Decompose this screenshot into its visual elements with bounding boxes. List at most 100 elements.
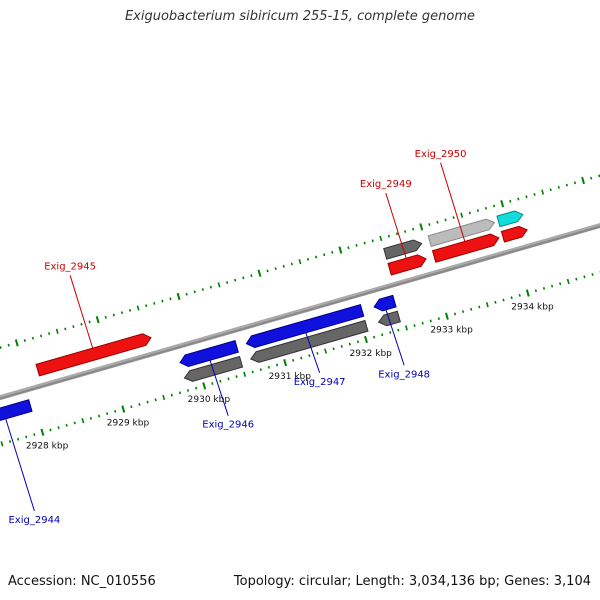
outer-tick bbox=[225, 281, 229, 284]
inner-tick bbox=[494, 300, 497, 304]
outer-tick bbox=[379, 235, 383, 242]
gene-arrow-exig-2946 bbox=[179, 339, 239, 367]
gene-label-exig-2945: Exig_2945 bbox=[44, 261, 96, 272]
feature-gray-3 bbox=[383, 239, 423, 260]
outer-tick bbox=[387, 234, 391, 238]
leader-line bbox=[305, 332, 321, 374]
inner-tick bbox=[421, 321, 424, 325]
inner-tick bbox=[348, 342, 351, 346]
inner-tick bbox=[130, 405, 133, 409]
inner-tick bbox=[0, 441, 4, 447]
map-title: Exiguobacterium sibiricum 255-15, comple… bbox=[124, 9, 476, 24]
outer-tick bbox=[525, 195, 528, 199]
inner-tick bbox=[542, 287, 546, 290]
outer-tick bbox=[266, 269, 269, 273]
outer-tick bbox=[395, 232, 399, 236]
outer-tick bbox=[201, 288, 204, 291]
outer-tick bbox=[598, 174, 600, 178]
outer-tick bbox=[185, 292, 188, 296]
outer-tick bbox=[0, 346, 2, 349]
inner-tick bbox=[235, 375, 238, 379]
outer-tick bbox=[217, 282, 221, 288]
inner-tick bbox=[356, 340, 360, 344]
inner-tick bbox=[162, 394, 166, 401]
inner-tick bbox=[267, 365, 271, 369]
kbp-label: 2929 kbp bbox=[107, 418, 150, 428]
outer-tick bbox=[234, 278, 237, 282]
feature-gray-0 bbox=[183, 355, 244, 382]
outer-tick bbox=[428, 223, 431, 226]
inner-tick bbox=[510, 296, 513, 300]
outer-tick bbox=[476, 209, 480, 213]
inner-tick bbox=[300, 356, 303, 360]
inner-tick bbox=[332, 347, 335, 351]
leader-line bbox=[209, 360, 229, 416]
inner-tick bbox=[534, 289, 538, 293]
outer-tick bbox=[48, 332, 51, 336]
inner-tick bbox=[275, 363, 279, 367]
inner-tick bbox=[364, 335, 368, 344]
inner-tick bbox=[525, 289, 530, 297]
outer-tick bbox=[363, 241, 366, 245]
inner-tick bbox=[81, 418, 85, 424]
outer-tick bbox=[104, 315, 107, 319]
gene-labels: Exig_2944 Exig_2945 Exig_2946 Exig_2947 Exig… bbox=[5, 149, 467, 526]
tick-marks bbox=[0, 174, 600, 447]
inner-tick bbox=[470, 307, 473, 311]
outer-tick bbox=[500, 200, 505, 208]
gene-arrow-exig-2948 bbox=[373, 294, 397, 312]
inner-tick bbox=[251, 370, 254, 374]
inner-tick bbox=[25, 435, 28, 439]
outer-tick bbox=[64, 327, 67, 331]
feature-gray-2 bbox=[377, 310, 401, 327]
inner-tick bbox=[340, 345, 343, 348]
inner-tick bbox=[195, 386, 198, 390]
inner-tick bbox=[316, 351, 319, 355]
inner-tick bbox=[566, 278, 570, 285]
kbp-label: 2931 kbp bbox=[269, 372, 312, 382]
outer-tick bbox=[436, 220, 439, 224]
outer-tick bbox=[136, 305, 140, 311]
outer-tick bbox=[169, 297, 172, 301]
outer-tick bbox=[419, 223, 424, 231]
kbp-label: 2933 kbp bbox=[430, 326, 473, 336]
inner-tick bbox=[559, 282, 562, 286]
gene-arrow-exig-2944 bbox=[0, 399, 33, 422]
feature-tracks bbox=[183, 210, 528, 382]
gene-label-exig-2950: Exig_2950 bbox=[415, 149, 467, 160]
feature-gray-1 bbox=[250, 319, 369, 363]
outer-tick bbox=[314, 255, 318, 259]
inner-tick bbox=[114, 409, 117, 413]
inner-tick bbox=[453, 312, 457, 316]
outer-tick bbox=[209, 285, 213, 289]
inner-tick bbox=[138, 402, 141, 406]
gene-label-exig-2949: Exig_2949 bbox=[360, 179, 412, 190]
outer-tick bbox=[412, 227, 415, 231]
outer-tick bbox=[444, 218, 447, 222]
inner-tick bbox=[211, 382, 214, 385]
outer-tick bbox=[176, 292, 181, 301]
inner-tick bbox=[243, 371, 247, 377]
outer-tick bbox=[14, 339, 19, 347]
outer-tick bbox=[565, 183, 569, 187]
inner-tick bbox=[550, 284, 554, 288]
inner-tick bbox=[178, 391, 182, 395]
leader-line bbox=[69, 275, 94, 349]
outer-tick bbox=[590, 176, 593, 180]
inner-tick bbox=[65, 423, 68, 427]
outer-tick bbox=[484, 206, 488, 210]
outer-tick bbox=[355, 244, 358, 247]
outer-tick bbox=[347, 246, 350, 250]
outer-tick bbox=[323, 253, 326, 257]
outer-tick bbox=[193, 290, 196, 294]
outer-tick bbox=[112, 313, 115, 317]
outer-tick bbox=[80, 322, 83, 326]
inner-tick bbox=[324, 348, 328, 354]
outer-tick bbox=[517, 197, 520, 201]
inner-tick bbox=[397, 328, 400, 332]
inner-tick bbox=[381, 333, 384, 337]
leader-line bbox=[385, 309, 405, 366]
inner-tick bbox=[219, 379, 222, 383]
inner-tick bbox=[40, 428, 45, 436]
